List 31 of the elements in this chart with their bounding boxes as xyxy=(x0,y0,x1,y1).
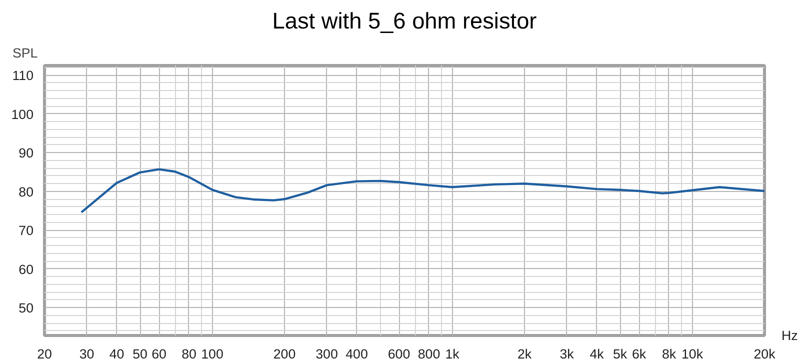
x-tick-label: 5k xyxy=(612,346,628,362)
x-tick-label: 20 xyxy=(37,346,52,362)
x-tick-label: 60 xyxy=(152,346,166,362)
y-axis-title: SPL xyxy=(12,46,38,60)
x-tick-label: 6k xyxy=(632,346,646,362)
x-tick-label: 40 xyxy=(109,346,124,362)
y-tick-label: 60 xyxy=(18,262,34,277)
x-tick-label: 20k xyxy=(754,346,776,362)
x-tick-label: 10k xyxy=(682,346,704,362)
x-tick-label: 80 xyxy=(182,346,196,362)
x-tick-label: 300 xyxy=(316,346,338,362)
chart-title: Last with 5_6 ohm resistor xyxy=(272,8,538,34)
x-tick-label: 800 xyxy=(418,346,440,362)
y-tick-label: 50 xyxy=(18,300,34,316)
y-tick-label: 90 xyxy=(18,146,34,161)
x-tick-label: 30 xyxy=(79,346,94,362)
x-tick-label: 200 xyxy=(273,346,296,362)
y-tick-label: 70 xyxy=(18,223,34,238)
x-axis-title: Hz xyxy=(782,328,798,343)
x-tick-label: 50 xyxy=(132,346,148,362)
x-tick-label: 2k xyxy=(517,346,532,362)
x-tick-label: 400 xyxy=(346,346,368,362)
x-tick-label: 1k xyxy=(445,346,460,362)
x-tick-label: 8k xyxy=(662,346,676,362)
y-tick-label: 100 xyxy=(11,106,34,122)
x-tick-label: 4k xyxy=(590,346,604,362)
x-tick-label: 600 xyxy=(388,346,410,362)
y-tick-label: 80 xyxy=(18,184,34,200)
x-tick-label: 100 xyxy=(201,346,224,362)
x-tick-label: 3k xyxy=(560,346,574,362)
y-tick-label: 110 xyxy=(12,68,34,84)
